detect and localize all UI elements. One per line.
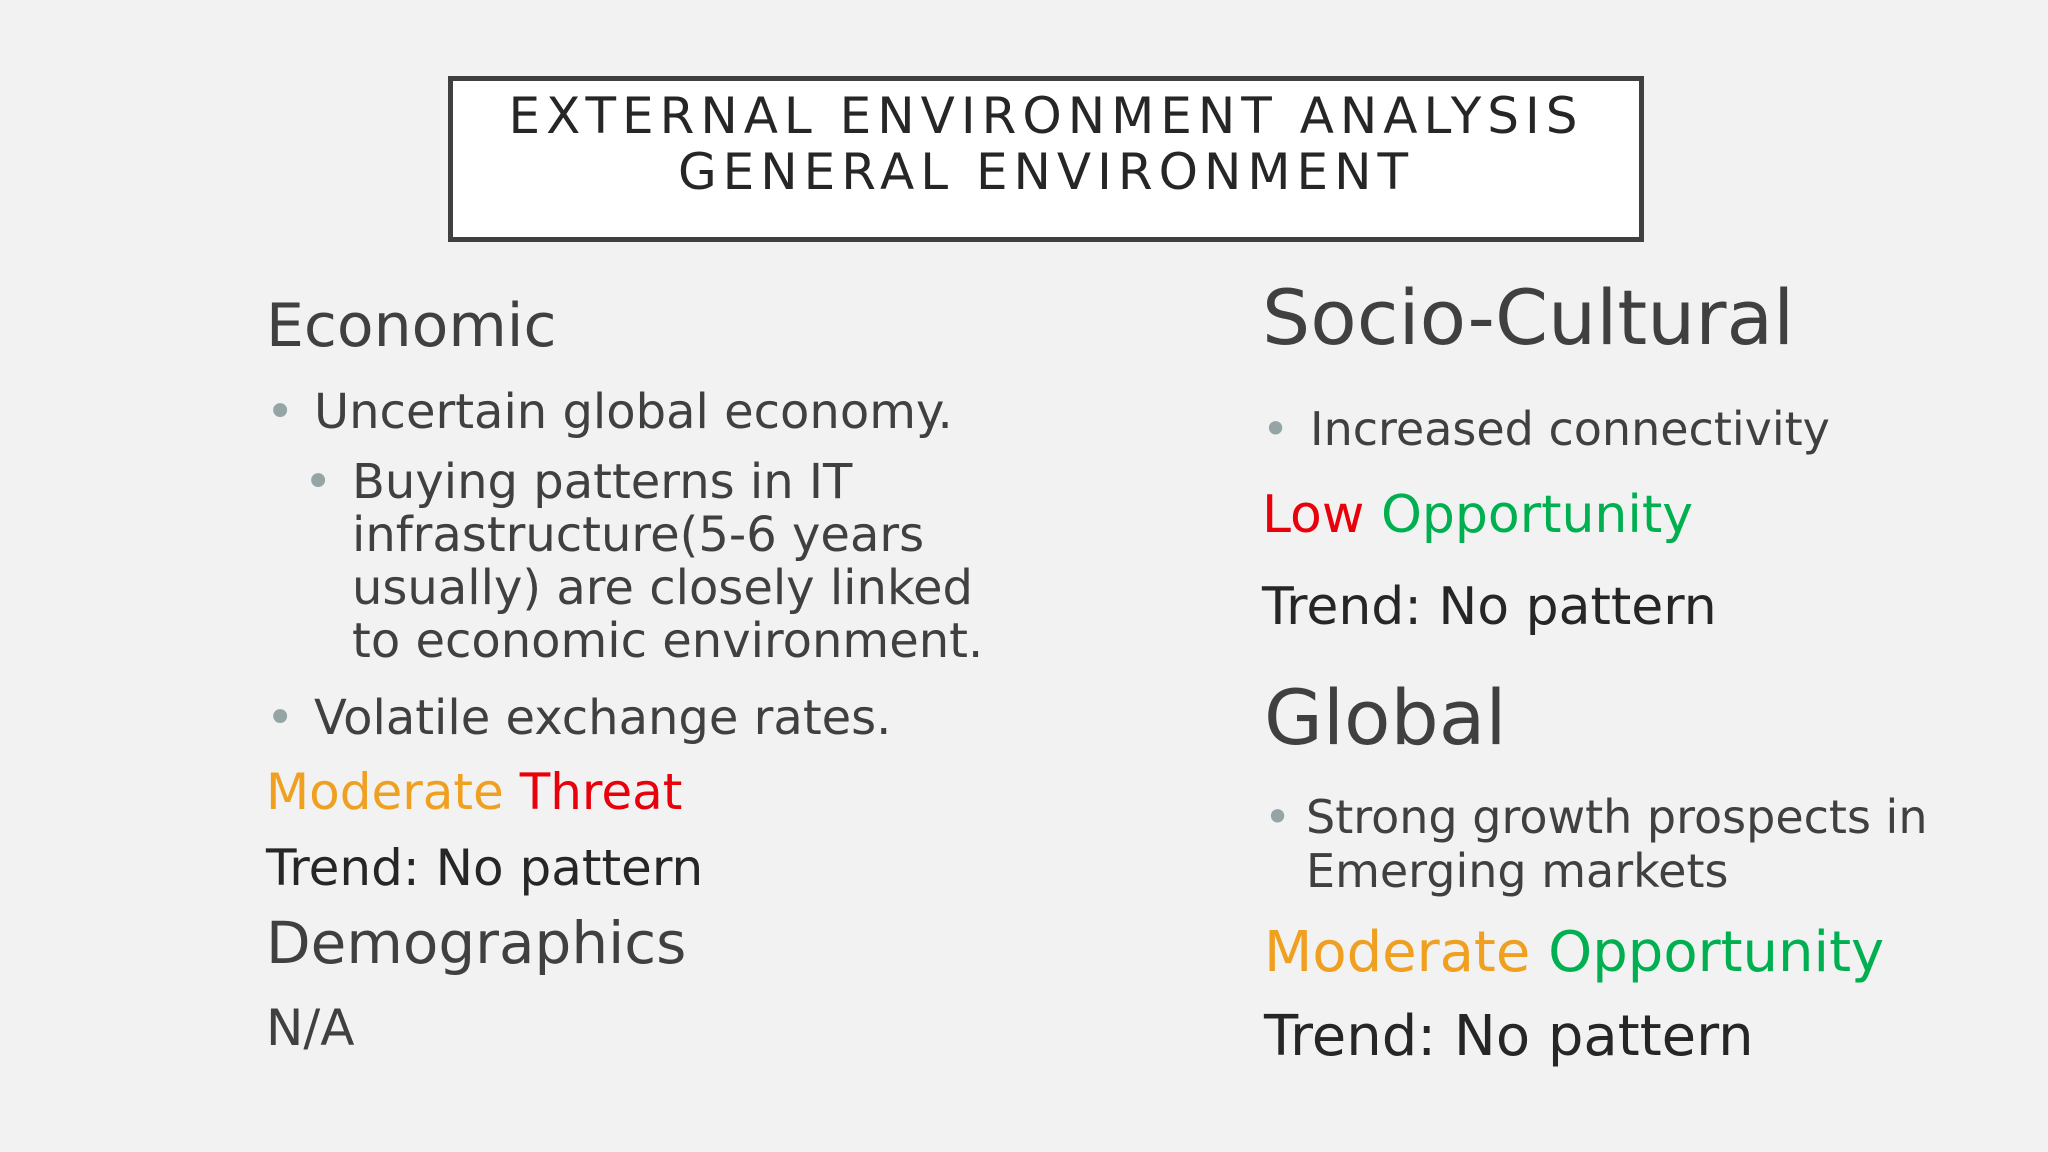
- socio-cultural-rating-type: Opportunity: [1380, 485, 1693, 545]
- bullet-dot-icon: •: [304, 454, 333, 510]
- global-bullet-line-2: Emerging markets: [1306, 844, 1729, 898]
- economic-bullet-2: • Volatile exchange rates.: [266, 690, 891, 746]
- bullet-dot-icon: •: [1264, 790, 1292, 844]
- economic-rating-level: Moderate: [266, 763, 504, 821]
- global-bullet-1-text: Strong growth prospects in Emerging mark…: [1306, 790, 1928, 898]
- socio-cultural-heading: Socio-Cultural: [1262, 273, 1795, 362]
- economic-sub-line-3: usually) are closely linked: [352, 560, 974, 616]
- global-bullet-1: • Strong growth prospects in Emerging ma…: [1264, 790, 1928, 898]
- title-line-1: EXTERNAL ENVIRONMENT ANALYSIS: [508, 87, 1584, 145]
- global-rating-level: Moderate: [1264, 920, 1531, 985]
- economic-rating-type: Threat: [519, 763, 683, 821]
- economic-bullet-2-text: Volatile exchange rates.: [314, 690, 892, 746]
- bullet-dot-icon: •: [266, 690, 295, 746]
- economic-trend: Trend: No pattern: [266, 839, 704, 897]
- bullet-dot-icon: •: [1262, 402, 1290, 456]
- economic-sub-line-1: Buying patterns in IT: [352, 454, 853, 510]
- demographics-value: N/A: [266, 999, 355, 1057]
- global-heading: Global: [1264, 673, 1507, 762]
- economic-sub-line-2: infrastructure(5-6 years: [352, 507, 925, 563]
- global-rating: Moderate Opportunity: [1264, 920, 1884, 986]
- economic-rating: Moderate Threat: [266, 762, 682, 822]
- economic-heading: Economic: [266, 291, 557, 361]
- economic-sub-bullet: • Buying patterns in IT infrastructure(5…: [304, 456, 983, 668]
- economic-sub-line-4: to economic environment.: [352, 613, 984, 669]
- economic-sub-bullet-text: Buying patterns in IT infrastructure(5-6…: [352, 456, 983, 668]
- socio-cultural-rating-level: Low: [1262, 485, 1365, 545]
- economic-bullet-1: • Uncertain global economy.: [266, 384, 953, 440]
- global-bullet-line-1: Strong growth prospects in: [1306, 790, 1928, 844]
- global-trend: Trend: No pattern: [1264, 1004, 1754, 1069]
- socio-cultural-trend: Trend: No pattern: [1262, 577, 1717, 637]
- demographics-heading: Demographics: [266, 909, 687, 977]
- socio-cultural-bullet-1: • Increased connectivity: [1262, 402, 1830, 456]
- global-rating-type: Opportunity: [1548, 920, 1885, 985]
- bullet-dot-icon: •: [266, 384, 295, 440]
- title-box: EXTERNAL ENVIRONMENT ANALYSIS GENERAL EN…: [448, 76, 1644, 242]
- economic-bullet-1-text: Uncertain global economy.: [314, 384, 953, 440]
- socio-cultural-bullet-1-text: Increased connectivity: [1310, 402, 1830, 456]
- socio-cultural-rating: Low Opportunity: [1262, 484, 1693, 546]
- title-line-2: GENERAL ENVIRONMENT: [677, 143, 1415, 201]
